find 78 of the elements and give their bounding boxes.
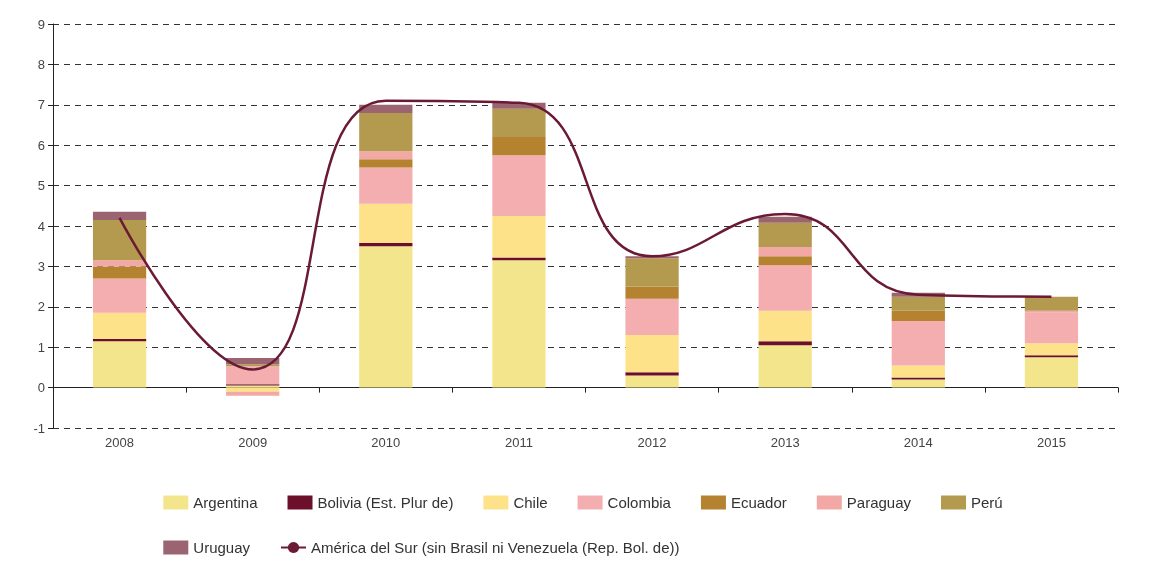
bar <box>492 215 546 258</box>
bar <box>891 379 945 388</box>
bar <box>758 247 812 257</box>
y-tick-label: 6 <box>37 137 45 153</box>
y-tick-label: 5 <box>37 178 45 194</box>
bar <box>625 372 679 376</box>
bar <box>492 137 546 156</box>
bar <box>1024 343 1079 356</box>
legend-label: Perú <box>971 494 1003 511</box>
x-tick-label: 2010 <box>371 435 401 450</box>
legend-label: América del Sur (sin Brasil ni Venezuela (Rep. Bol. de)) <box>311 539 680 556</box>
legend-label: Paraguay <box>846 494 912 511</box>
x-tick-label: 2013 <box>770 435 800 450</box>
bar <box>758 265 812 311</box>
y-tick-label: 9 <box>37 16 45 32</box>
bar <box>891 365 945 378</box>
legend-label: Ecuador <box>730 494 787 511</box>
bar <box>758 310 812 342</box>
bar <box>625 286 679 299</box>
bar <box>1024 312 1079 344</box>
y-tick-label: 3 <box>37 258 45 274</box>
bar <box>625 298 679 336</box>
bar <box>226 366 280 385</box>
y-tick-label: -1 <box>33 420 45 436</box>
bar <box>891 296 945 311</box>
bar <box>625 375 679 388</box>
x-tick-label: 2009 <box>238 435 268 450</box>
legend-label: Argentina <box>193 494 259 511</box>
bar <box>226 391 280 396</box>
bar <box>625 335 679 373</box>
legend-label: Bolivia (Est. Plur de) <box>317 494 454 511</box>
bar <box>1024 355 1079 358</box>
bar <box>92 339 147 342</box>
bar <box>359 159 413 168</box>
legend-label: Chile <box>513 494 548 511</box>
y-tick-label: 8 <box>37 56 45 72</box>
bar <box>758 222 812 248</box>
bar <box>92 312 147 340</box>
x-tick-label: 2011 <box>504 435 533 450</box>
x-tick-label: 2014 <box>903 435 933 450</box>
bar <box>492 155 546 216</box>
bar <box>758 216 812 223</box>
line-series <box>118 99 1053 371</box>
bar <box>92 341 147 388</box>
bar <box>359 112 413 152</box>
y-tick-label: 2 <box>37 299 45 315</box>
bar <box>92 260 147 267</box>
bar <box>492 108 546 138</box>
y-tick-label: 0 <box>37 380 45 396</box>
legend-label: Colombia <box>607 494 672 511</box>
x-tick-label: 2008 <box>105 435 135 450</box>
bar <box>891 320 945 366</box>
bar <box>758 341 812 346</box>
x-tick-label: 2012 <box>637 435 667 450</box>
bar <box>492 260 546 388</box>
bar <box>92 266 147 279</box>
bar <box>359 242 413 247</box>
bar <box>359 104 413 113</box>
y-tick-label: 4 <box>37 218 45 234</box>
bar <box>92 219 147 261</box>
y-tick-label: 1 <box>37 339 45 355</box>
y-tick-label: 7 <box>37 97 45 113</box>
bar <box>1024 296 1079 311</box>
bar <box>92 278 147 313</box>
bar <box>891 377 945 380</box>
bar <box>1024 357 1079 388</box>
legend-label: Uruguay <box>193 539 251 556</box>
bar <box>758 256 812 266</box>
bar <box>625 258 679 287</box>
bar <box>359 167 413 204</box>
bar <box>92 211 147 220</box>
x-tick-label: 2015 <box>1036 435 1066 450</box>
bar <box>891 310 945 321</box>
bar <box>758 345 812 388</box>
bar <box>226 387 280 392</box>
bar <box>359 151 413 160</box>
bar <box>359 203 413 243</box>
bar <box>359 246 413 388</box>
